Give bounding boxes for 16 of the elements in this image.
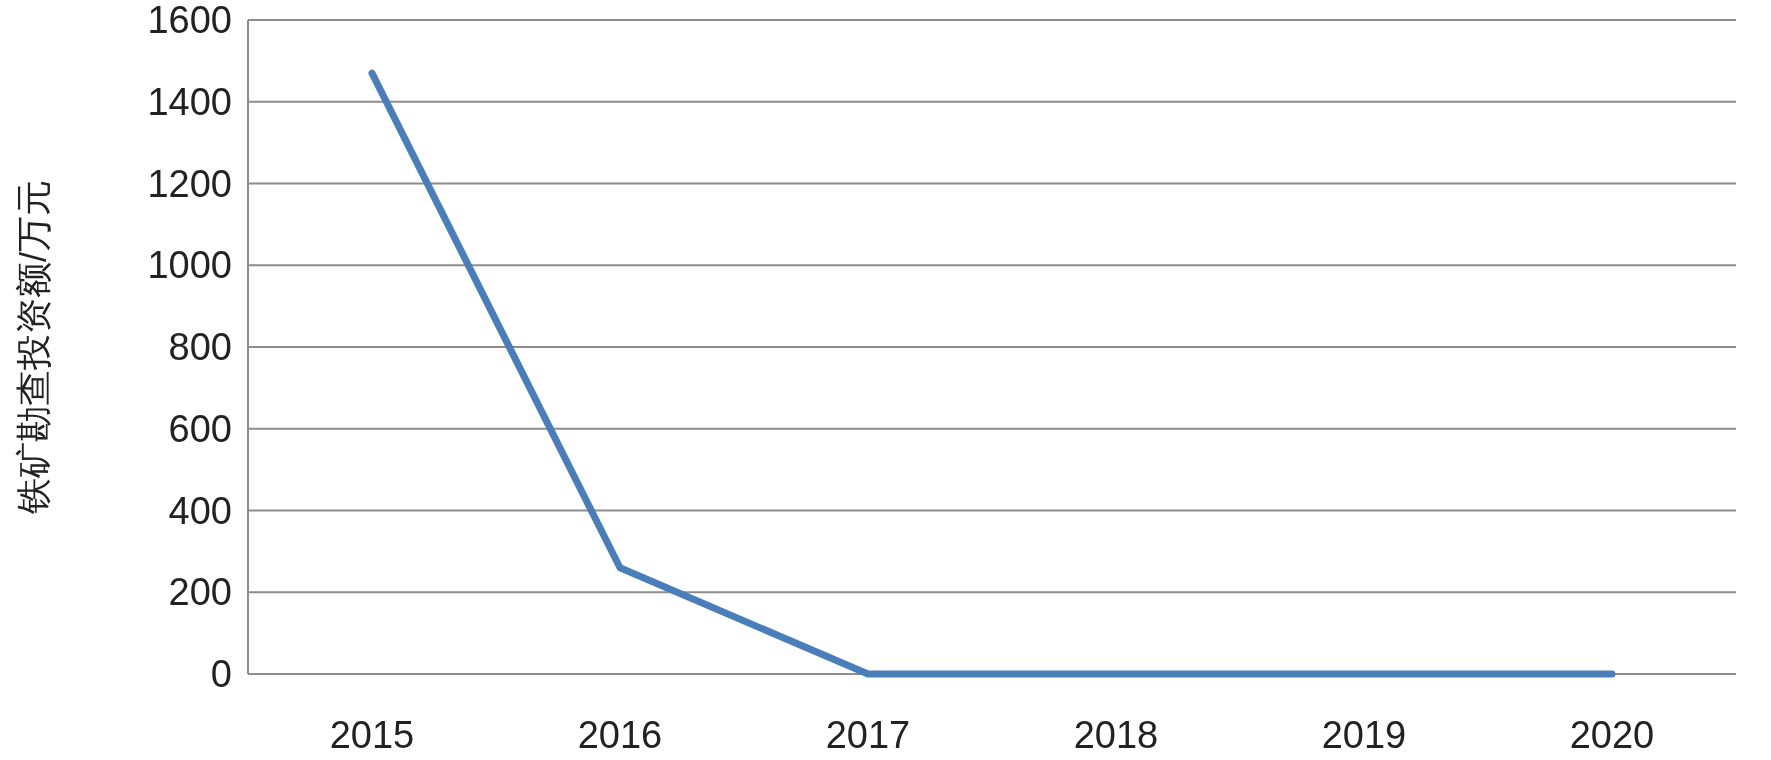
x-tick-label: 2018 [1073,714,1159,756]
y-tick-label: 1600 [147,0,232,41]
y-tick-label: 200 [168,571,232,614]
x-tick-label: 2019 [1321,714,1407,756]
y-axis-title: 铁矿勘查投资额/万元 [13,179,54,516]
x-tick-label: 2016 [577,714,663,756]
y-tick-label: 1200 [147,162,232,205]
y-tick-label: 1400 [147,80,232,123]
y-tick-label: 800 [168,326,232,368]
x-tick-label: 2020 [1569,714,1655,756]
y-tick-label: 0 [210,653,232,695]
x-tick-label: 2015 [329,714,415,756]
y-tick-label: 1000 [147,244,232,287]
x-tick-label: 2017 [825,714,911,756]
y-tick-label: 600 [168,407,232,450]
y-tick-label: 400 [168,489,232,532]
